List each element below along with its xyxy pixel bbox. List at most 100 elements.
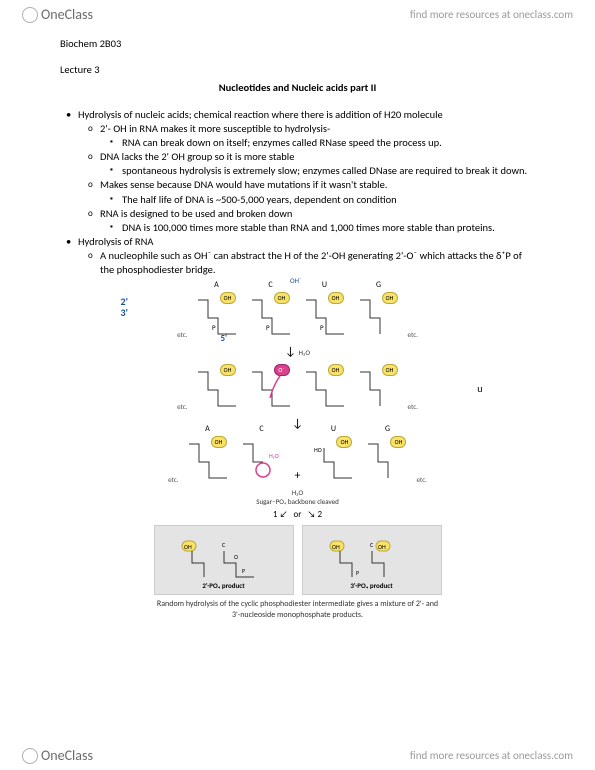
split-2: 2 bbox=[318, 509, 323, 520]
reaction-arrow-1: ↓ H₂O bbox=[143, 344, 453, 360]
backbone-icon bbox=[196, 370, 238, 408]
product-box-2: OH C OH P 3'-PO₄ product bbox=[302, 525, 442, 595]
five-prime-label: 5' bbox=[221, 333, 228, 345]
backbone-icon bbox=[358, 370, 400, 408]
notes-list: Hydrolysis of nucleic acids; chemical re… bbox=[60, 108, 535, 278]
base-label: U bbox=[322, 280, 327, 291]
backbone-icon: P bbox=[250, 298, 292, 336]
nucleotide: OH bbox=[300, 362, 350, 412]
etc-left: etc. bbox=[168, 475, 178, 484]
h2o-label-2: H₂O bbox=[143, 488, 453, 497]
nucleotide: G OH bbox=[354, 290, 404, 340]
prime-labels: 2' 3' bbox=[121, 296, 128, 318]
base-label: U bbox=[331, 424, 336, 435]
u-annotation: u bbox=[477, 382, 482, 396]
product-structure-icon: OH C OH P bbox=[322, 537, 422, 581]
plus-sign: + bbox=[295, 468, 301, 484]
brand-text: OneClass bbox=[41, 6, 93, 23]
page-footer: OneClass find more resources at oneclass… bbox=[0, 741, 595, 770]
diagram-caption: Random hydrolysis of the cyclic phosphod… bbox=[143, 599, 453, 621]
base-label: G bbox=[385, 424, 390, 435]
svg-text:HO: HO bbox=[314, 446, 322, 454]
h2o-label: H₂O bbox=[299, 348, 310, 357]
two-prime-label: 2' bbox=[121, 296, 128, 307]
nucleotide: U OH P bbox=[300, 290, 350, 340]
etc-left: etc. bbox=[177, 330, 187, 339]
rna-strand-row-1: 2' 3' etc. A OH P C OH OH⁻ P U OH P G bbox=[143, 290, 453, 340]
nucleotide: A OH P bbox=[192, 290, 242, 340]
svg-text:OH: OH bbox=[378, 543, 386, 551]
brand-logo: OneClass bbox=[22, 6, 93, 23]
etc-right: etc. bbox=[416, 475, 426, 484]
svg-text:C: C bbox=[370, 541, 374, 549]
svg-text:P: P bbox=[356, 569, 359, 577]
lecture-number: Lecture 3 bbox=[60, 63, 535, 77]
product-row: OH C O P 2'-PO₄ product OH C OH bbox=[143, 525, 453, 595]
split-or: or bbox=[294, 509, 302, 520]
logo-icon bbox=[22, 7, 38, 23]
product-2-label: 3'-PO₄ product bbox=[350, 581, 392, 590]
bullet: RNA is designed to be used and broken do… bbox=[60, 207, 535, 221]
split-arrow: 1 ↙ or ↘ 2 bbox=[143, 509, 453, 521]
backbone-icon bbox=[187, 442, 229, 480]
bullet: Makes sense because DNA would have mutat… bbox=[60, 178, 535, 192]
base-label: A bbox=[205, 424, 210, 435]
svg-text:P: P bbox=[212, 323, 216, 332]
backbone-cleaved-label: Sugar–PO₄ backbone cleaved bbox=[143, 497, 453, 506]
hydrolysis-diagram: 2' 3' etc. A OH P C OH OH⁻ P U OH P G bbox=[143, 290, 453, 621]
bullet: RNA can break down on itself; enzymes ca… bbox=[60, 136, 535, 150]
nucleotide: OH bbox=[192, 362, 242, 412]
brand-logo-footer: OneClass bbox=[22, 747, 93, 764]
bullet: 2'- OH in RNA makes it more susceptible … bbox=[60, 122, 535, 136]
bullet: DNA lacks the 2' OH group so it is more … bbox=[60, 150, 535, 164]
nucleotide: OH bbox=[354, 362, 404, 412]
etc-left: etc. bbox=[177, 402, 187, 411]
rna-strand-row-2: etc. OH O⁻ OH OH etc. u bbox=[143, 362, 453, 412]
logo-icon bbox=[22, 748, 38, 764]
nucleotide: C OH OH⁻ P bbox=[246, 290, 296, 340]
split-1: 1 bbox=[273, 509, 278, 520]
bullet: Hydrolysis of RNA bbox=[60, 235, 535, 249]
lecture-title: Nucleotides and Nucleic acids part II bbox=[60, 81, 535, 95]
nucleotide: A OH bbox=[183, 434, 233, 484]
header-link[interactable]: find more resources at oneclass.com bbox=[410, 8, 573, 21]
backbone-attack-icon bbox=[250, 370, 292, 408]
nucleotide: U OH HO bbox=[308, 434, 358, 484]
svg-text:H₂O: H₂O bbox=[269, 452, 279, 460]
bullet: A nucleophile such as OH⁻ can abstract t… bbox=[60, 249, 535, 277]
hydroxide-ion-label: OH⁻ bbox=[290, 276, 302, 285]
svg-text:OH: OH bbox=[332, 543, 340, 551]
bullet: DNA is 100,000 times more stable than RN… bbox=[60, 221, 535, 235]
product-box-1: OH C O P 2'-PO₄ product bbox=[154, 525, 294, 595]
three-prime-label: 3' bbox=[121, 307, 128, 318]
nucleotide-attack: O⁻ bbox=[246, 362, 296, 412]
svg-text:OH: OH bbox=[184, 543, 192, 551]
backbone-icon: HO bbox=[312, 442, 354, 480]
backbone-icon bbox=[366, 442, 408, 480]
svg-text:P: P bbox=[320, 323, 324, 332]
bullet: spontaneous hydrolysis is extremely slow… bbox=[60, 164, 535, 178]
bullet: Hydrolysis of nucleic acids; chemical re… bbox=[60, 108, 535, 122]
base-label: C bbox=[259, 424, 263, 435]
document-content: Biochem 2B03 Lecture 3 Nucleotides and N… bbox=[0, 29, 595, 621]
backbone-icon: P bbox=[196, 298, 238, 336]
svg-text:O: O bbox=[234, 553, 238, 561]
svg-text:P: P bbox=[242, 567, 245, 575]
svg-text:C: C bbox=[222, 541, 226, 549]
svg-text:P: P bbox=[266, 323, 270, 332]
footer-link[interactable]: find more resources at oneclass.com bbox=[410, 749, 573, 762]
brand-text-footer: OneClass bbox=[41, 747, 93, 764]
product-structure-icon: OH C O P bbox=[174, 537, 274, 581]
etc-right: etc. bbox=[408, 402, 418, 411]
cyclic-intermediate-icon: H₂O bbox=[241, 442, 283, 480]
backbone-icon bbox=[358, 298, 400, 336]
etc-right: etc. bbox=[408, 330, 418, 339]
reaction-arrow-2: ↓ bbox=[143, 416, 453, 432]
course-code: Biochem 2B03 bbox=[60, 37, 535, 51]
bullet: The half life of DNA is ~500-5,000 years… bbox=[60, 193, 535, 207]
cleaved-row: etc. A OH C H₂O + U OH HO G OH etc. bbox=[143, 434, 453, 484]
nucleotide-cyclic: C H₂O bbox=[237, 434, 287, 484]
base-label: G bbox=[376, 280, 381, 291]
page-header: OneClass find more resources at oneclass… bbox=[0, 0, 595, 29]
base-label: C bbox=[268, 280, 272, 291]
